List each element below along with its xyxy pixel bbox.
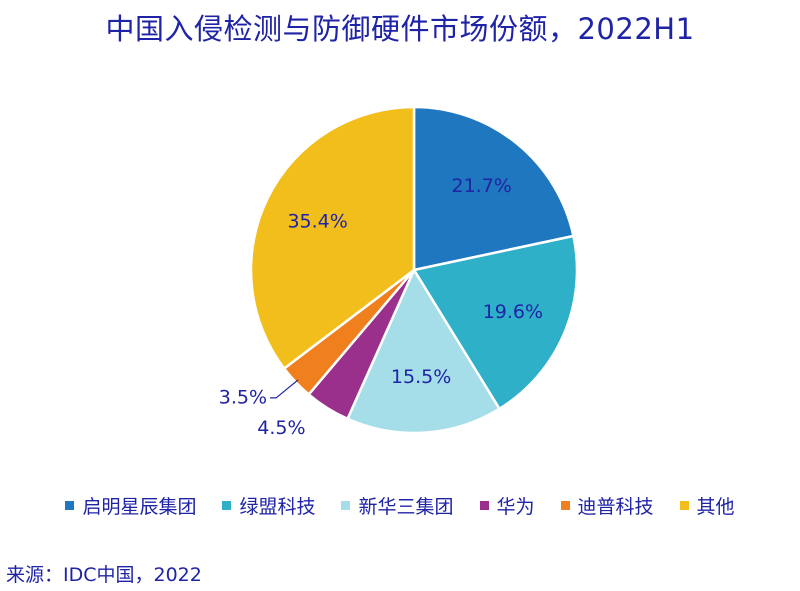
slice-label: 19.6% <box>483 301 543 323</box>
pie-slice <box>249 105 416 371</box>
slice-label: 3.5% <box>219 386 267 408</box>
leader-line <box>270 379 299 399</box>
pie-slice <box>412 105 575 272</box>
legend-swatch <box>222 501 232 510</box>
legend-item: 新华三集团 <box>341 492 454 519</box>
legend-item: 启明星辰集团 <box>65 492 196 519</box>
legend-swatch <box>679 501 689 510</box>
legend-item: 其他 <box>679 492 735 519</box>
legend-item: 华为 <box>479 492 535 519</box>
slice-label: 15.5% <box>391 366 451 388</box>
chart-title: 中国入侵检测与防御硬件市场份额，2022H1 <box>105 12 695 46</box>
pie-chart: 21.7% 19.6% 15.5% 4.5% 3.5% 35.4% <box>219 105 579 439</box>
slice-label: 4.5% <box>257 417 305 439</box>
pie-slice <box>412 234 579 411</box>
legend-label: 新华三集团 <box>358 496 454 518</box>
slice-label: 35.4% <box>287 211 347 233</box>
legend-label: 其他 <box>696 496 735 518</box>
pie-slice <box>345 267 502 435</box>
legend-swatch <box>479 501 489 510</box>
slice-label: 21.7% <box>451 175 511 197</box>
legend-swatch <box>341 501 351 510</box>
legend-label: 迪普科技 <box>577 496 654 518</box>
legend-item: 迪普科技 <box>560 492 654 519</box>
legend-swatch <box>560 501 570 510</box>
legend-swatch <box>65 501 75 510</box>
legend-label: 绿盟科技 <box>239 496 316 518</box>
legend-label: 启明星辰集团 <box>82 496 197 518</box>
legend-label: 华为 <box>496 496 535 518</box>
chart-legend: 启明星辰集团 绿盟科技 新华三集团 华为 迪普科技 其他 <box>0 492 800 519</box>
legend-item: 绿盟科技 <box>222 492 315 519</box>
source-note: 来源：IDC中国，2022 <box>6 564 202 586</box>
